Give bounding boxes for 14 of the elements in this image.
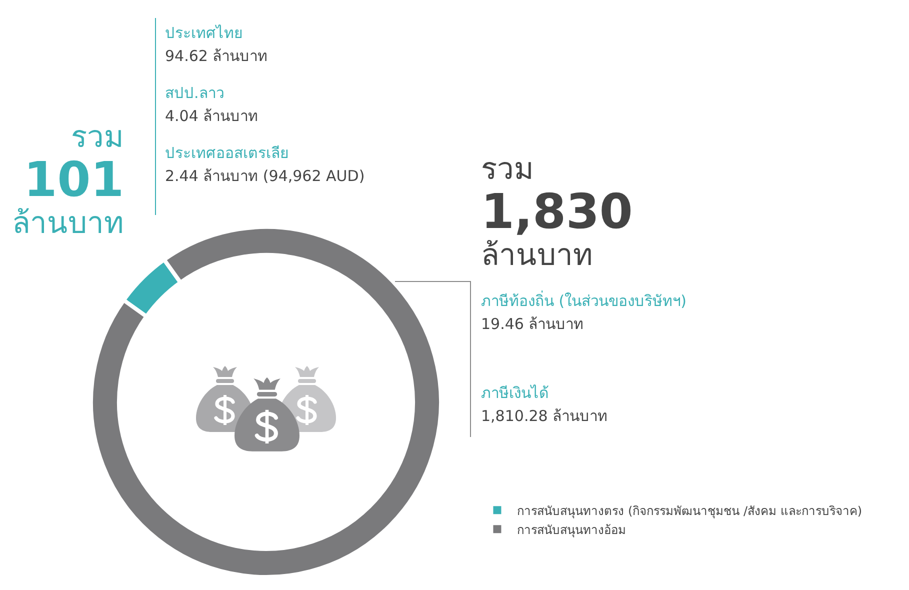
text: สปป.ลาว <box>165 83 224 104</box>
text: 94.62 ล้านบาท <box>165 46 268 67</box>
legend-label: การสนับสนุนทางอ้อม <box>517 522 626 538</box>
text: 2.44 ล้านบาท (94,962 AUD) <box>165 166 365 187</box>
text: ประเทศออสเตรเลีย <box>165 143 289 164</box>
data-label: รวม 101 ล้านบาท <box>12 119 124 243</box>
legend-label: การสนับสนุนทางตรง (กิจกรรมพัฒนาชุมชน /สังคม และการบริจาค) <box>517 504 862 519</box>
text: ประเทศไทย <box>165 23 243 44</box>
text: ภาษีท้องถิ่น (ในส่วนของบริษัทฯ) <box>481 290 686 312</box>
text: 19.46 ล้านบาท <box>481 314 584 335</box>
text: 4.04 ล้านบาท <box>165 106 258 127</box>
data-label: รวม 1,830 ล้านบาท <box>481 151 633 275</box>
text: 1,810.28 ล้านบาท <box>481 406 608 427</box>
text: ภาษีเงินได้ <box>481 383 549 404</box>
